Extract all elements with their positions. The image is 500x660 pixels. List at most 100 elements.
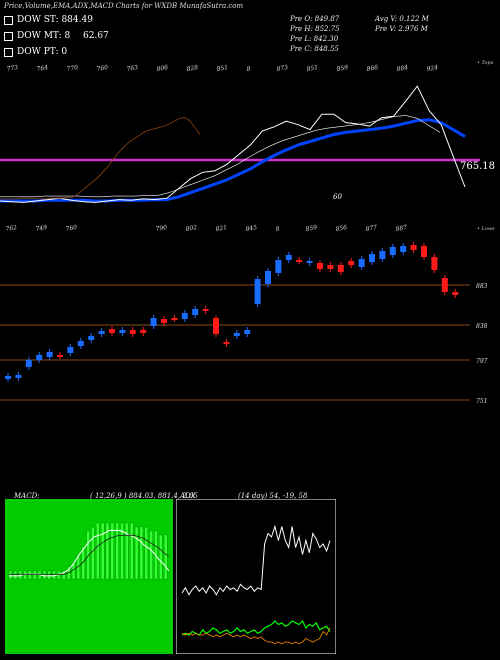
candle-body bbox=[88, 336, 95, 340]
low-tick-label: 790 bbox=[155, 224, 168, 233]
low-tick-label: 749 bbox=[35, 224, 48, 233]
candle-body bbox=[67, 347, 74, 353]
candle-body bbox=[441, 278, 448, 292]
top-tick-label: 851 bbox=[306, 64, 318, 73]
price-ema-chart: 773 764 770 760 763 806 828 851 8 873 851 859 866 884… bbox=[0, 64, 480, 203]
candle-body bbox=[181, 313, 188, 319]
macd-histogram-bar bbox=[130, 522, 134, 580]
low-tick-label: 762 bbox=[5, 224, 18, 233]
low-tick-label: 845 bbox=[245, 224, 258, 233]
macd-histogram-bar bbox=[100, 522, 105, 580]
candle-body bbox=[317, 263, 323, 269]
candle-body bbox=[337, 265, 344, 272]
legend-label-mt: DOW MT: 8 bbox=[17, 31, 71, 41]
price-level-label: 883 bbox=[476, 283, 488, 290]
adx-panel bbox=[176, 499, 336, 654]
candle-body bbox=[348, 261, 355, 265]
legend-swatch-pt bbox=[4, 47, 13, 57]
candle-body bbox=[109, 329, 115, 333]
candle-body bbox=[358, 259, 365, 267]
macd-histogram-bar bbox=[13, 570, 17, 580]
plus-di-line bbox=[181, 619, 331, 636]
macd-histogram-bar bbox=[134, 526, 139, 580]
last-price-label: 765.18 bbox=[460, 161, 495, 172]
low-tick-label: 856 bbox=[335, 224, 348, 233]
low-tick-label: 802 bbox=[185, 224, 198, 233]
price-level-label: 751 bbox=[476, 398, 487, 405]
macd-histogram-bar bbox=[159, 534, 163, 580]
candle-body bbox=[98, 331, 105, 334]
macd-histogram-bar bbox=[42, 570, 47, 580]
pre-low: Pre L: 842.30 bbox=[290, 35, 339, 43]
candle-body bbox=[192, 309, 199, 315]
candle-body bbox=[171, 318, 178, 320]
top-tick-label: 760 bbox=[96, 64, 109, 73]
candle-body bbox=[389, 247, 396, 255]
candle-body bbox=[15, 375, 22, 378]
top-tick-label: 806 bbox=[156, 64, 169, 73]
candle-body bbox=[213, 318, 219, 334]
macd-signal-line bbox=[9, 534, 170, 575]
top-tick-label: 866 bbox=[366, 64, 379, 73]
adx-params: (14 day) 54, -19, 58 bbox=[238, 492, 308, 500]
candle-body bbox=[265, 271, 271, 284]
macd-histogram-bar bbox=[115, 522, 119, 580]
low-tick-label: 859 bbox=[305, 224, 318, 233]
candle-body bbox=[46, 352, 53, 357]
candle-body bbox=[254, 279, 261, 304]
macd-histogram-bar bbox=[110, 522, 114, 580]
macd-histogram-bar bbox=[96, 522, 100, 580]
top-tick-label: 763 bbox=[126, 64, 139, 73]
chart-header-title: Price,Volume,EMA,ADX,MACD Charts for WXD… bbox=[4, 2, 244, 10]
adx-line bbox=[181, 524, 331, 596]
pre-open: Pre O: 849.87 bbox=[290, 15, 340, 23]
pre-volume: Pre V: 2.976 M bbox=[375, 25, 428, 33]
ema-long-line bbox=[0, 118, 466, 203]
macd-panel bbox=[5, 499, 173, 654]
top-tick-label: 8 bbox=[246, 65, 251, 73]
macd-histogram-bar bbox=[86, 530, 90, 580]
price-level-label: 838 bbox=[476, 323, 488, 330]
candle-body bbox=[327, 265, 334, 269]
candle-body bbox=[5, 376, 11, 379]
macd-histogram-bar bbox=[139, 526, 144, 580]
price-note: 60 bbox=[333, 193, 342, 201]
candle-body bbox=[223, 342, 230, 344]
candle-body bbox=[421, 246, 427, 257]
legend-swatch-mt bbox=[4, 31, 13, 41]
candlestick-chart: 762 749 760 790 802 821 845 8 859 856 877 887 883 838… bbox=[0, 224, 488, 405]
adx-frame bbox=[176, 499, 336, 654]
legend-label-st: DOW ST: 884.49 bbox=[17, 15, 93, 25]
macd-histogram-bar bbox=[144, 526, 148, 580]
macd-params: ( 12,26,9 ) 884.03, 881.4, 2.65 bbox=[90, 492, 198, 500]
candle-body bbox=[244, 330, 251, 334]
candle-body bbox=[57, 355, 63, 357]
macd-histogram-bar bbox=[125, 522, 129, 580]
pre-close: Pre C: 848.55 bbox=[290, 45, 339, 53]
price-level-label: 797 bbox=[476, 358, 488, 365]
candle-body bbox=[77, 341, 84, 346]
macd-histogram-bar bbox=[91, 526, 95, 580]
candle-body bbox=[161, 319, 167, 323]
legend-swatch-st bbox=[4, 15, 13, 25]
candle-body bbox=[150, 318, 157, 326]
candle-body bbox=[202, 309, 209, 311]
candle-body bbox=[452, 292, 459, 295]
lows-label: • Lows bbox=[477, 226, 495, 232]
macd-histogram-bar bbox=[105, 522, 110, 580]
candle-body bbox=[379, 251, 386, 259]
legend-label-pt: DOW PT: 0 bbox=[17, 47, 68, 57]
price-line bbox=[0, 85, 466, 203]
top-tick-label: 764 bbox=[36, 64, 49, 73]
macd-histogram-bar bbox=[33, 570, 37, 580]
legend-dow-pt: DOW PT: 0 bbox=[4, 47, 67, 57]
top-tick-label: 859 bbox=[336, 64, 349, 73]
macd-histogram-bar bbox=[8, 570, 13, 580]
low-tick-label: 760 bbox=[65, 224, 78, 233]
candle-body bbox=[285, 255, 292, 260]
candle-body bbox=[306, 261, 313, 263]
top-tick-label: 770 bbox=[66, 64, 79, 73]
low-tick-label: 821 bbox=[215, 224, 227, 233]
minus-di-line bbox=[181, 627, 331, 645]
macd-histogram-bar bbox=[120, 522, 124, 580]
